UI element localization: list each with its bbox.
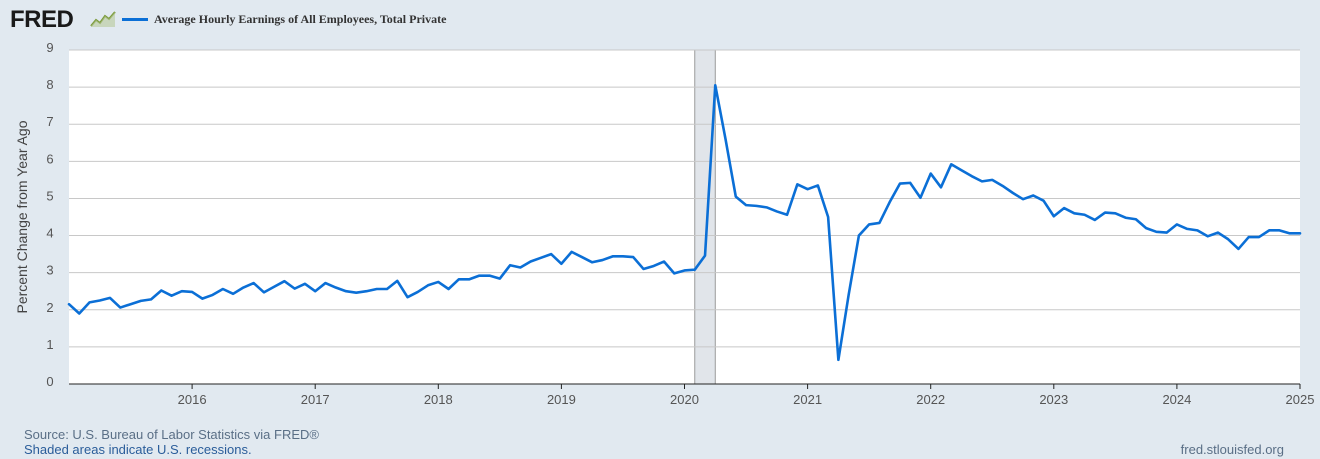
chart-title: Average Hourly Earnings of All Employees… (154, 12, 447, 26)
x-tick-label: 2016 (178, 392, 207, 407)
recession-shade (694, 49, 716, 385)
y-tick-label: 8 (46, 77, 53, 92)
chart-legend: Average Hourly Earnings of All Employees… (122, 12, 446, 27)
y-axis-label: Percent Change from Year Ago (14, 120, 30, 313)
y-tick-label: 3 (46, 263, 53, 278)
series-line (67, 83, 1302, 362)
y-tick-label: 1 (46, 337, 53, 352)
y-tick-label: 4 (46, 226, 53, 241)
legend-series-swatch (122, 18, 148, 21)
y-tick-label: 5 (46, 188, 53, 203)
x-tick-label: 2020 (670, 392, 699, 407)
x-tick-label: 2017 (301, 392, 330, 407)
x-tick-label: 2025 (1286, 392, 1315, 407)
y-tick-label: 2 (46, 300, 53, 315)
source-note: Source: U.S. Bureau of Labor Statistics … (24, 427, 319, 442)
plot-background (69, 50, 1300, 384)
y-tick-label: 9 (46, 40, 53, 55)
chart-header: FRED Average Hourly Earnings of All Empl… (0, 0, 1320, 40)
x-tick-label: 2023 (1039, 392, 1068, 407)
fred-line-graph-icon (90, 10, 116, 28)
fred-logo[interactable]: FRED (10, 6, 74, 33)
x-tick-label: 2022 (916, 392, 945, 407)
x-tick-label: 2024 (1162, 392, 1191, 407)
y-tick-label: 0 (46, 374, 53, 389)
x-tick-label: 2019 (547, 392, 576, 407)
fred-url-link[interactable]: fred.stlouisfed.org (1180, 442, 1284, 457)
x-tick-label: 2018 (424, 392, 453, 407)
recession-note: Shaded areas indicate U.S. recessions. (24, 442, 252, 457)
y-tick-label: 6 (46, 151, 53, 166)
x-tick-label: 2021 (793, 392, 822, 407)
y-tick-label: 7 (46, 114, 53, 129)
